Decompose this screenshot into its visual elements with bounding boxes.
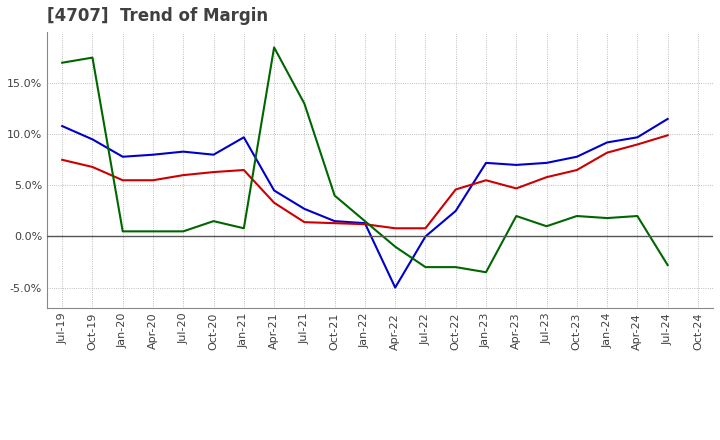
Ordinary Income (603, 140, 611, 145)
Net Income (58, 157, 66, 162)
Line: Operating Cashflow: Operating Cashflow (62, 48, 667, 272)
Operating Cashflow (421, 264, 430, 270)
Net Income (330, 220, 339, 226)
Ordinary Income (88, 137, 96, 142)
Text: [4707]  Trend of Margin: [4707] Trend of Margin (47, 7, 268, 25)
Ordinary Income (663, 116, 672, 121)
Ordinary Income (149, 152, 158, 158)
Operating Cashflow (542, 224, 551, 229)
Net Income (603, 150, 611, 155)
Net Income (391, 226, 400, 231)
Operating Cashflow (633, 213, 642, 219)
Net Income (210, 169, 218, 175)
Operating Cashflow (179, 229, 188, 234)
Operating Cashflow (512, 213, 521, 219)
Ordinary Income (270, 188, 279, 193)
Operating Cashflow (88, 55, 96, 60)
Net Income (633, 142, 642, 147)
Ordinary Income (421, 234, 430, 239)
Net Income (451, 187, 460, 192)
Ordinary Income (210, 152, 218, 158)
Operating Cashflow (240, 226, 248, 231)
Ordinary Income (542, 160, 551, 165)
Operating Cashflow (300, 101, 309, 106)
Net Income (179, 172, 188, 178)
Net Income (118, 178, 127, 183)
Operating Cashflow (361, 219, 369, 224)
Ordinary Income (300, 206, 309, 212)
Net Income (482, 178, 490, 183)
Ordinary Income (361, 220, 369, 226)
Net Income (300, 220, 309, 225)
Operating Cashflow (391, 244, 400, 249)
Operating Cashflow (330, 193, 339, 198)
Operating Cashflow (451, 264, 460, 270)
Ordinary Income (482, 160, 490, 165)
Net Income (663, 132, 672, 138)
Operating Cashflow (149, 229, 158, 234)
Net Income (88, 164, 96, 169)
Ordinary Income (118, 154, 127, 159)
Ordinary Income (179, 149, 188, 154)
Ordinary Income (240, 135, 248, 140)
Operating Cashflow (270, 45, 279, 50)
Line: Ordinary Income: Ordinary Income (62, 119, 667, 288)
Ordinary Income (633, 135, 642, 140)
Net Income (361, 222, 369, 227)
Operating Cashflow (58, 60, 66, 66)
Operating Cashflow (118, 229, 127, 234)
Net Income (270, 200, 279, 205)
Net Income (542, 175, 551, 180)
Net Income (240, 167, 248, 172)
Ordinary Income (512, 162, 521, 168)
Operating Cashflow (210, 219, 218, 224)
Ordinary Income (330, 219, 339, 224)
Ordinary Income (451, 208, 460, 213)
Net Income (512, 186, 521, 191)
Operating Cashflow (603, 216, 611, 221)
Line: Net Income: Net Income (62, 135, 667, 228)
Operating Cashflow (572, 213, 581, 219)
Net Income (421, 226, 430, 231)
Operating Cashflow (663, 262, 672, 268)
Ordinary Income (391, 285, 400, 290)
Ordinary Income (58, 124, 66, 129)
Ordinary Income (572, 154, 581, 159)
Operating Cashflow (482, 270, 490, 275)
Net Income (572, 167, 581, 172)
Net Income (149, 178, 158, 183)
